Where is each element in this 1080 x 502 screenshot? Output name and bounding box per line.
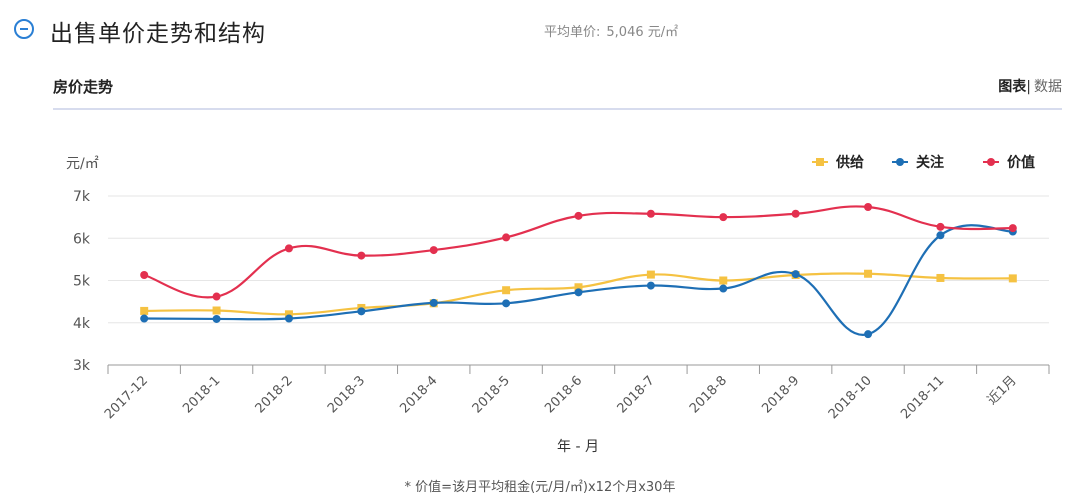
data-point [574,283,583,292]
data-point [719,284,728,293]
data-point [791,209,800,218]
x-tick-label: 2017-12 [102,373,151,422]
y-tick-label: 5k [73,274,91,290]
data-point [646,270,655,279]
data-point [429,246,438,255]
data-point [1008,224,1017,233]
data-point [936,231,945,240]
data-point [864,202,873,211]
data-point [284,314,293,323]
data-point [646,209,655,218]
legend-label: 关注 [916,154,944,171]
data-point [719,276,728,285]
y-tick-label: 4k [73,316,91,332]
x-tick-label: 2018-11 [898,373,947,422]
x-tick-label: 2018-3 [325,373,368,416]
average-price-label: 平均单价: [544,25,601,40]
data-point [284,244,293,253]
trend-title: 房价走势 [53,78,114,96]
section-header: 出售单价走势和结构 平均单价: 5,046 元/㎡ [12,12,1068,48]
tab-data[interactable]: 数据 [1034,79,1062,95]
footnote: * 价值=该月平均租金(元/月/㎡)x12个月x30年 [404,480,676,495]
data-point [502,299,511,308]
average-price-value: 5,046 元/㎡ [606,25,679,40]
view-toggle: 图表| 数据 [998,76,1062,96]
data-point [284,310,293,319]
data-point [864,330,873,339]
data-point [357,307,366,316]
data-point [719,213,728,222]
price-trend-chart: 元/㎡ 3k 4k 5k 6k 7k 2017-12 2018-1 2018-2 2018-3 20… [66,154,1050,455]
y-tick-label: 3k [73,358,91,374]
x-tick-label: 2018-7 [615,373,658,416]
data-point [574,288,583,297]
legend-label: 价值 [1007,154,1035,171]
x-tick-label: 2018-2 [253,373,296,416]
y-axis-label: 元/㎡ [66,156,99,172]
x-tick-label: 2018-8 [687,373,730,416]
data-point [212,292,221,301]
y-tick-label: 7k [73,189,91,205]
tab-chart[interactable]: 图表 [998,79,1027,95]
data-point [429,298,438,307]
tab-separator: | [1026,79,1031,95]
data-point [502,286,511,295]
legend-marker [987,158,995,166]
trend-subheader: 房价走势 图表| 数据 [53,76,1062,110]
x-tick-label: 2018-9 [759,373,802,416]
x-tick-label: 2018-1 [180,373,223,416]
data-point [357,251,366,260]
data-point [1008,274,1017,283]
data-point [646,281,655,290]
data-point [574,211,583,220]
x-tick-label: 2018-4 [397,373,440,416]
data-point [140,271,149,280]
x-tick-label: 2018-6 [542,373,585,416]
data-point [140,314,149,323]
data-point [212,314,221,323]
section-title: 出售单价走势和结构 [50,21,266,47]
data-point [791,270,800,279]
data-point [864,269,873,278]
x-tick-label: 近1月 [985,373,1020,408]
legend-label: 供给 [835,154,864,171]
data-point [936,273,945,282]
y-tick-label: 6k [73,231,91,247]
average-price: 平均单价: 5,046 元/㎡ [544,21,678,40]
data-point [212,306,221,315]
data-point [140,306,149,315]
legend-marker [816,158,824,166]
data-point [936,222,945,231]
collapse-icon[interactable] [14,19,34,39]
legend-marker [896,158,904,166]
x-axis-label: 年 - 月 [557,439,599,455]
x-tick-label: 2018-5 [470,373,513,416]
data-point [502,233,511,242]
x-tick-label: 2018-10 [826,373,875,422]
